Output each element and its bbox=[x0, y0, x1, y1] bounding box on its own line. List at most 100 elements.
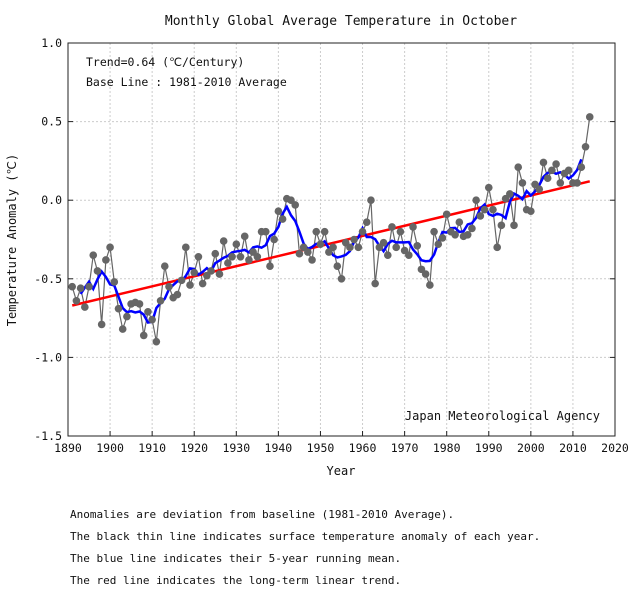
anomaly-point bbox=[409, 223, 417, 231]
anomaly-point bbox=[219, 237, 228, 245]
anomaly-point bbox=[346, 243, 354, 252]
anomaly-point bbox=[320, 227, 329, 236]
anomaly-point bbox=[194, 252, 203, 261]
x-tick-label: 1950 bbox=[307, 441, 335, 455]
anomaly-point bbox=[139, 331, 148, 340]
caption-line: The black thin line indicates surface te… bbox=[70, 530, 541, 543]
y-tick-label: 0.0 bbox=[41, 193, 62, 207]
caption-line: The blue line indicates their 5-year run… bbox=[70, 552, 402, 565]
anomaly-point bbox=[182, 243, 190, 252]
anomaly-point bbox=[455, 218, 464, 227]
anomaly-point bbox=[135, 300, 144, 308]
anomaly-point bbox=[93, 267, 102, 275]
anomaly-point bbox=[190, 268, 199, 277]
anomaly-point bbox=[552, 160, 560, 168]
y-axis-label: Temperature Anomaly (℃) bbox=[5, 154, 19, 326]
anomaly-point bbox=[383, 251, 392, 260]
anomaly-point bbox=[484, 183, 493, 192]
anomaly-point bbox=[85, 282, 93, 291]
anomaly-point bbox=[236, 252, 245, 261]
anomaly-point bbox=[72, 297, 81, 305]
trend-line bbox=[71, 180, 591, 307]
anomaly-point bbox=[304, 248, 312, 256]
x-tick-label: 1970 bbox=[391, 441, 419, 455]
anomaly-point bbox=[291, 201, 300, 209]
anomaly-point bbox=[228, 252, 236, 261]
anomaly-point bbox=[388, 223, 396, 231]
anomaly-point bbox=[329, 243, 337, 252]
anomaly-point bbox=[451, 230, 459, 239]
anomaly-point bbox=[165, 282, 173, 291]
annotation-baseline: Base Line : 1981-2010 Average bbox=[86, 75, 287, 89]
anomaly-point bbox=[207, 267, 215, 275]
anomaly-point bbox=[421, 270, 430, 278]
y-tick-label: 1.0 bbox=[41, 36, 62, 50]
plot-frame bbox=[67, 42, 616, 437]
anomaly-point bbox=[224, 259, 232, 267]
anomaly-point bbox=[577, 163, 586, 171]
y-tick-label: -1.0 bbox=[34, 350, 62, 364]
anomaly-point bbox=[392, 243, 401, 252]
x-tick-label: 1960 bbox=[349, 441, 377, 455]
anomaly-point bbox=[350, 235, 358, 244]
anomaly-point bbox=[68, 282, 77, 291]
anomaly-point bbox=[472, 196, 480, 204]
annotation-trend: Trend=0.64 (℃/Century) bbox=[86, 55, 244, 69]
anomaly-point bbox=[527, 207, 535, 216]
anomaly-point bbox=[362, 218, 371, 227]
caption-line: The red line indicates the long-term lin… bbox=[70, 574, 402, 587]
anomaly-point bbox=[274, 207, 283, 216]
anomaly-point bbox=[266, 262, 274, 271]
anomaly-point bbox=[102, 256, 110, 264]
anomaly-point bbox=[539, 158, 548, 167]
anomaly-point bbox=[489, 205, 497, 214]
anomaly-point bbox=[510, 221, 518, 230]
anomaly-point bbox=[556, 179, 565, 187]
anomaly-point bbox=[308, 256, 316, 264]
anomaly-point bbox=[358, 227, 367, 236]
anomaly-point bbox=[278, 215, 287, 223]
anomaly-point bbox=[367, 196, 375, 204]
anomaly-point bbox=[413, 241, 422, 250]
x-tick-label: 1930 bbox=[222, 441, 250, 455]
x-tick-label: 1910 bbox=[138, 441, 166, 455]
caption-line: Anomalies are deviation from baseline (1… bbox=[70, 508, 455, 521]
anomaly-point bbox=[379, 238, 388, 247]
anomaly-point bbox=[148, 315, 156, 324]
anomaly-point bbox=[76, 284, 85, 293]
anomaly-point bbox=[123, 312, 131, 321]
chart-title: Monthly Global Average Temperature in Oc… bbox=[165, 14, 517, 29]
anomaly-point bbox=[480, 205, 489, 214]
anomaly-point bbox=[543, 174, 552, 182]
anomaly-point bbox=[106, 243, 114, 252]
anomaly-point bbox=[426, 281, 434, 289]
x-axis-label: Year bbox=[327, 464, 356, 478]
x-tick-label: 1920 bbox=[180, 441, 208, 455]
anomaly-point bbox=[396, 227, 405, 236]
anomaly-point bbox=[110, 278, 119, 286]
anomaly-point bbox=[152, 337, 161, 346]
anomaly-point bbox=[81, 303, 89, 311]
x-tick-label: 2020 bbox=[601, 441, 629, 455]
anomaly-point bbox=[144, 308, 152, 316]
anomaly-point bbox=[312, 227, 321, 236]
anomaly-point bbox=[506, 190, 514, 198]
anomaly-point bbox=[245, 256, 253, 264]
y-tick-label: -0.5 bbox=[34, 272, 62, 286]
anomaly-point bbox=[476, 212, 485, 220]
anomaly-point bbox=[270, 235, 278, 244]
anomaly-point bbox=[261, 227, 270, 236]
anomaly-point bbox=[497, 221, 506, 230]
x-tick-label: 1990 bbox=[475, 441, 503, 455]
anomaly-point bbox=[215, 270, 224, 278]
anomaly-point bbox=[535, 185, 544, 193]
anomaly-point bbox=[333, 262, 342, 271]
anomaly-point bbox=[430, 227, 438, 236]
anomaly-point bbox=[295, 249, 304, 258]
x-tick-label: 1890 bbox=[54, 441, 82, 455]
anomaly-point bbox=[186, 281, 194, 289]
anomaly-point bbox=[518, 179, 527, 187]
x-tick-label: 2010 bbox=[559, 441, 587, 455]
anomaly-point bbox=[434, 240, 443, 249]
anomaly-point bbox=[118, 325, 127, 333]
